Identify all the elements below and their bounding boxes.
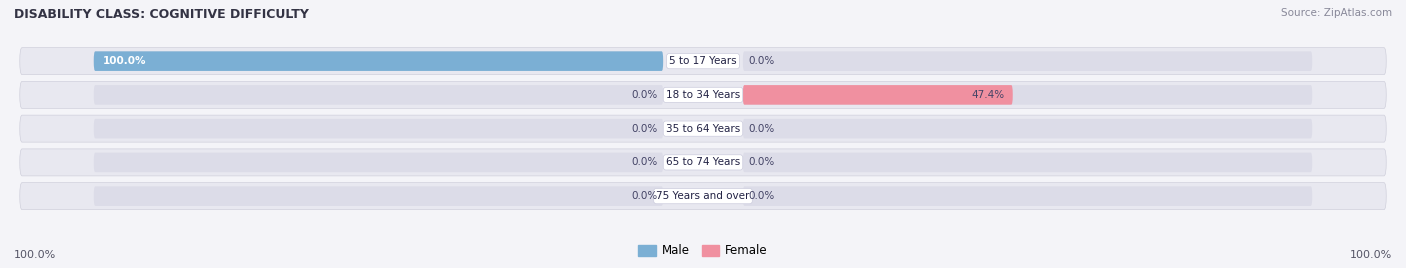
- Text: 75 Years and over: 75 Years and over: [657, 191, 749, 201]
- FancyBboxPatch shape: [94, 51, 664, 71]
- FancyBboxPatch shape: [94, 152, 664, 172]
- Text: 47.4%: 47.4%: [972, 90, 1004, 100]
- Text: 100.0%: 100.0%: [103, 56, 146, 66]
- FancyBboxPatch shape: [742, 85, 1012, 105]
- Text: 65 to 74 Years: 65 to 74 Years: [666, 157, 740, 168]
- Text: 0.0%: 0.0%: [631, 124, 658, 134]
- Text: 100.0%: 100.0%: [1350, 250, 1392, 260]
- FancyBboxPatch shape: [94, 186, 664, 206]
- FancyBboxPatch shape: [20, 115, 1386, 142]
- Text: 100.0%: 100.0%: [14, 250, 56, 260]
- Text: 0.0%: 0.0%: [748, 124, 775, 134]
- FancyBboxPatch shape: [94, 119, 664, 139]
- FancyBboxPatch shape: [742, 85, 1312, 105]
- Text: 0.0%: 0.0%: [748, 191, 775, 201]
- FancyBboxPatch shape: [94, 51, 664, 71]
- FancyBboxPatch shape: [742, 119, 1312, 139]
- FancyBboxPatch shape: [94, 85, 664, 105]
- Text: 0.0%: 0.0%: [748, 157, 775, 168]
- FancyBboxPatch shape: [742, 152, 1312, 172]
- FancyBboxPatch shape: [20, 81, 1386, 108]
- Text: Source: ZipAtlas.com: Source: ZipAtlas.com: [1281, 8, 1392, 18]
- Text: 0.0%: 0.0%: [631, 90, 658, 100]
- Text: 5 to 17 Years: 5 to 17 Years: [669, 56, 737, 66]
- Text: 0.0%: 0.0%: [631, 157, 658, 168]
- FancyBboxPatch shape: [20, 149, 1386, 176]
- Text: 18 to 34 Years: 18 to 34 Years: [666, 90, 740, 100]
- Text: DISABILITY CLASS: COGNITIVE DIFFICULTY: DISABILITY CLASS: COGNITIVE DIFFICULTY: [14, 8, 309, 21]
- FancyBboxPatch shape: [742, 51, 1312, 71]
- Text: 0.0%: 0.0%: [631, 191, 658, 201]
- FancyBboxPatch shape: [20, 183, 1386, 210]
- FancyBboxPatch shape: [742, 186, 1312, 206]
- Legend: Male, Female: Male, Female: [634, 240, 772, 262]
- FancyBboxPatch shape: [20, 48, 1386, 75]
- Text: 35 to 64 Years: 35 to 64 Years: [666, 124, 740, 134]
- Text: 0.0%: 0.0%: [748, 56, 775, 66]
